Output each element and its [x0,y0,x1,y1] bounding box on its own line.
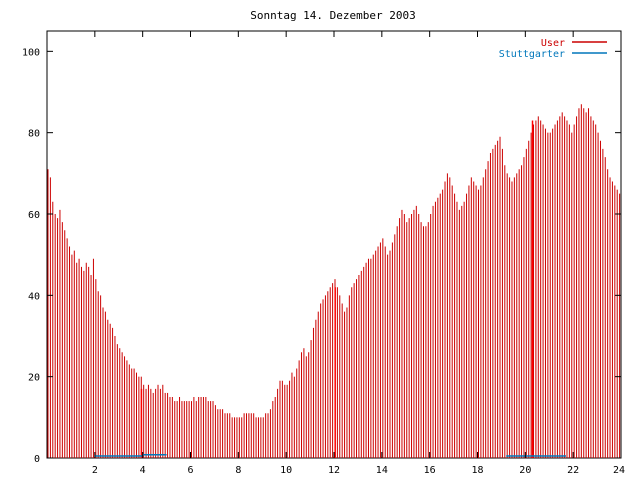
x-tick-label: 20 [519,465,531,476]
x-tick-label: 10 [280,465,292,476]
y-tick-label: 80 [28,129,40,140]
y-axis: 0 20 40 60 80 100 [22,47,621,465]
x-tick-label: 12 [328,465,340,476]
x-tick-label: 2 [92,465,98,476]
x-tick-label: 24 [613,465,625,476]
plot-frame [46,30,622,459]
x-axis: 2 4 6 8 10 12 14 16 18 20 22 24 [92,31,625,476]
x-tick-label: 14 [376,465,388,476]
y-tick-label: 20 [28,373,40,384]
chart-title: Sonntag 14. Dezember 2003 [250,9,416,22]
legend-label-stuttgarter: Stuttgarter [499,49,565,60]
y-tick-label: 60 [28,210,40,221]
x-tick-label: 16 [424,465,436,476]
y-tick-label: 40 [28,291,40,302]
legend-label-user: User [541,38,565,49]
y-tick-label: 0 [34,454,40,465]
x-tick-label: 18 [471,465,483,476]
x-tick-label: 22 [567,465,579,476]
bars-user [47,104,621,458]
highlight-bars [140,120,534,458]
x-tick-label: 8 [235,465,241,476]
x-tick-label: 4 [140,465,146,476]
series-stuttgarter [94,453,566,457]
y-tick-label: 100 [22,47,40,58]
x-tick-label: 6 [187,465,193,476]
legend: User Stuttgarter [499,38,607,60]
